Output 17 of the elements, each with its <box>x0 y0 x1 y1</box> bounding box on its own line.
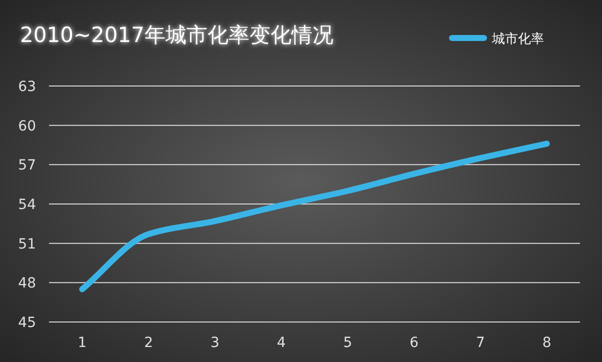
x-tick-label: 2 <box>144 335 154 351</box>
x-tick-label: 8 <box>542 335 552 351</box>
y-tick-label: 54 <box>18 197 36 213</box>
y-tick-label: 60 <box>18 118 36 134</box>
x-tick-label: 3 <box>210 335 220 351</box>
x-tick-label: 4 <box>276 335 286 351</box>
x-tick-label: 7 <box>476 335 485 351</box>
x-tick-label: 5 <box>343 335 352 351</box>
x-tick-label: 1 <box>78 335 87 351</box>
y-tick-label: 57 <box>18 158 36 174</box>
x-tick-label: 6 <box>410 335 419 351</box>
y-tick-label: 45 <box>18 315 36 331</box>
y-tick-label: 63 <box>18 79 36 95</box>
chart-title: 2010~2017年城市化率变化情况 <box>20 23 334 47</box>
y-tick-label: 51 <box>18 236 36 252</box>
legend-label: 城市化率 <box>491 31 544 47</box>
y-tick-label: 48 <box>18 276 36 292</box>
